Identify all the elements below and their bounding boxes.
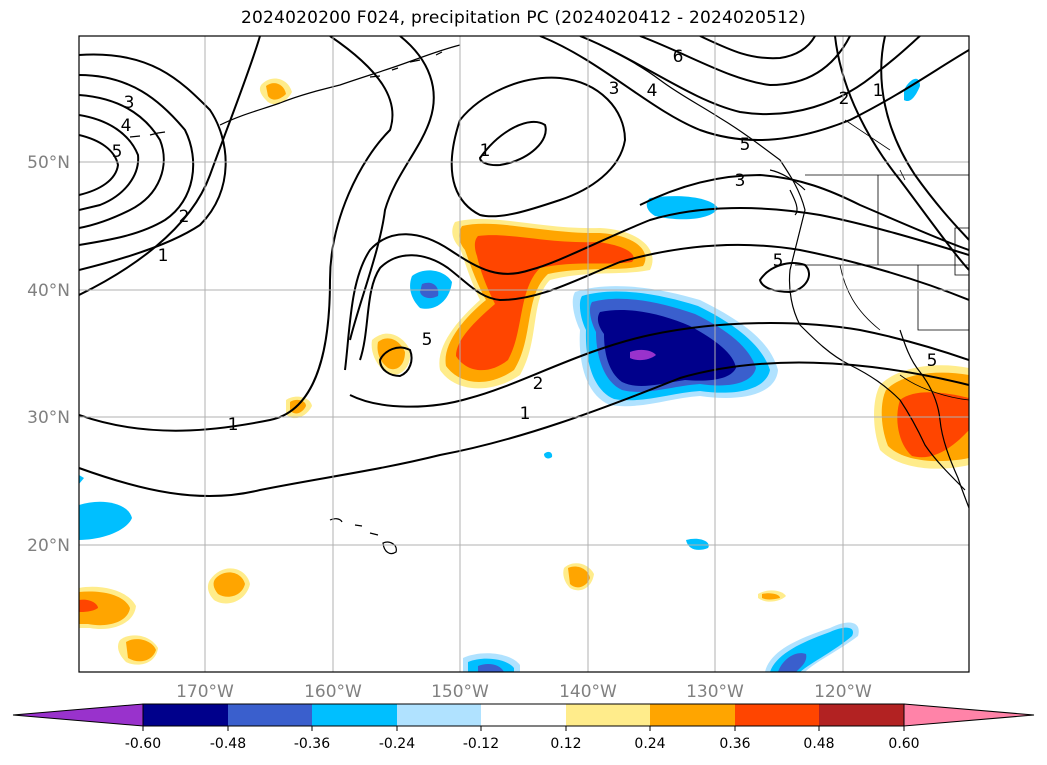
lat-label: 40°N (27, 281, 70, 301)
contour-label: 2 (179, 207, 190, 227)
colorbar-tick-label: -0.48 (210, 736, 246, 752)
lon-label: 120°W (814, 682, 872, 702)
colorbar-tick-label: -0.12 (463, 736, 499, 752)
colorbar-tick-label: 0.24 (634, 736, 665, 752)
contour-label-group: 3 4 5 2 1 1 6 3 4 3 2 1 5 5 5 2 1 1 5 (112, 47, 938, 435)
lon-label: 130°W (686, 682, 744, 702)
lon-label: 160°W (304, 682, 362, 702)
colorbar-segment (397, 704, 481, 726)
contour-label: 5 (740, 135, 751, 155)
contour-label: 3 (609, 79, 620, 99)
contour-label: 5 (112, 142, 123, 162)
contour-label: 3 (735, 171, 746, 191)
contour-label: 1 (228, 415, 239, 435)
contour-label: 2 (839, 89, 850, 109)
colorbar-tick-label: 0.36 (719, 736, 750, 752)
colorbar-tick-label: -0.24 (379, 736, 415, 752)
colorbar-segment (819, 704, 904, 726)
negative-anomaly-east-pacific (572, 286, 778, 407)
colorbar-segment (143, 704, 228, 726)
lon-label: 150°W (431, 682, 489, 702)
gridlines (79, 36, 969, 672)
positive-anomaly-center-pacific (439, 218, 653, 389)
colorbar-tick-label: 0.48 (803, 736, 834, 752)
colorbar-tick-label: -0.60 (125, 736, 161, 752)
colorbar-lower-extend (12, 703, 144, 727)
lon-label: 140°W (559, 682, 617, 702)
contour-label: 5 (422, 330, 433, 350)
colorbar-segment (481, 704, 566, 726)
contour-label: 4 (121, 116, 132, 136)
colorbar-outline (142, 703, 905, 727)
colorbar-tick-label: 0.12 (550, 736, 581, 752)
colorbar-segment (566, 704, 650, 726)
lat-label: 30°N (27, 408, 70, 428)
colorbar-segment (650, 704, 735, 726)
colorbar-segment (312, 704, 397, 726)
map-border (78, 35, 970, 673)
contour-label: 3 (124, 93, 135, 113)
contour-lines (79, 36, 969, 498)
colorbar-segment (228, 704, 312, 726)
political-borders (795, 119, 969, 401)
latitude-labels: 50°N 40°N 30°N 20°N (27, 153, 70, 556)
map-title: 2024020200 F024, precipitation PC (20240… (241, 8, 806, 28)
colorbar-segment (735, 704, 819, 726)
lon-label: 170°W (176, 682, 234, 702)
colorbar: -0.60 -0.48 -0.36 -0.24 -0.12 0.12 0.24 … (12, 703, 1035, 752)
contour-label: 4 (647, 81, 658, 101)
lat-label: 50°N (27, 153, 70, 173)
contour-label: 5 (773, 251, 784, 271)
lat-label: 20°N (27, 536, 70, 556)
contour-label: 2 (533, 374, 544, 394)
contour-label: 1 (158, 246, 169, 266)
coastlines (129, 44, 969, 555)
contour-label: 1 (520, 404, 531, 424)
contour-label: 5 (927, 351, 938, 371)
contour-label: 6 (673, 47, 684, 67)
colorbar-tick-label: -0.36 (294, 736, 330, 752)
contour-label: 1 (480, 141, 491, 161)
colorbar-tick-label: 0.60 (888, 736, 919, 752)
longitude-labels: 170°W 160°W 150°W 140°W 130°W 120°W (176, 682, 872, 702)
contour-label: 1 (873, 81, 884, 101)
colorbar-upper-extend (903, 703, 1035, 727)
